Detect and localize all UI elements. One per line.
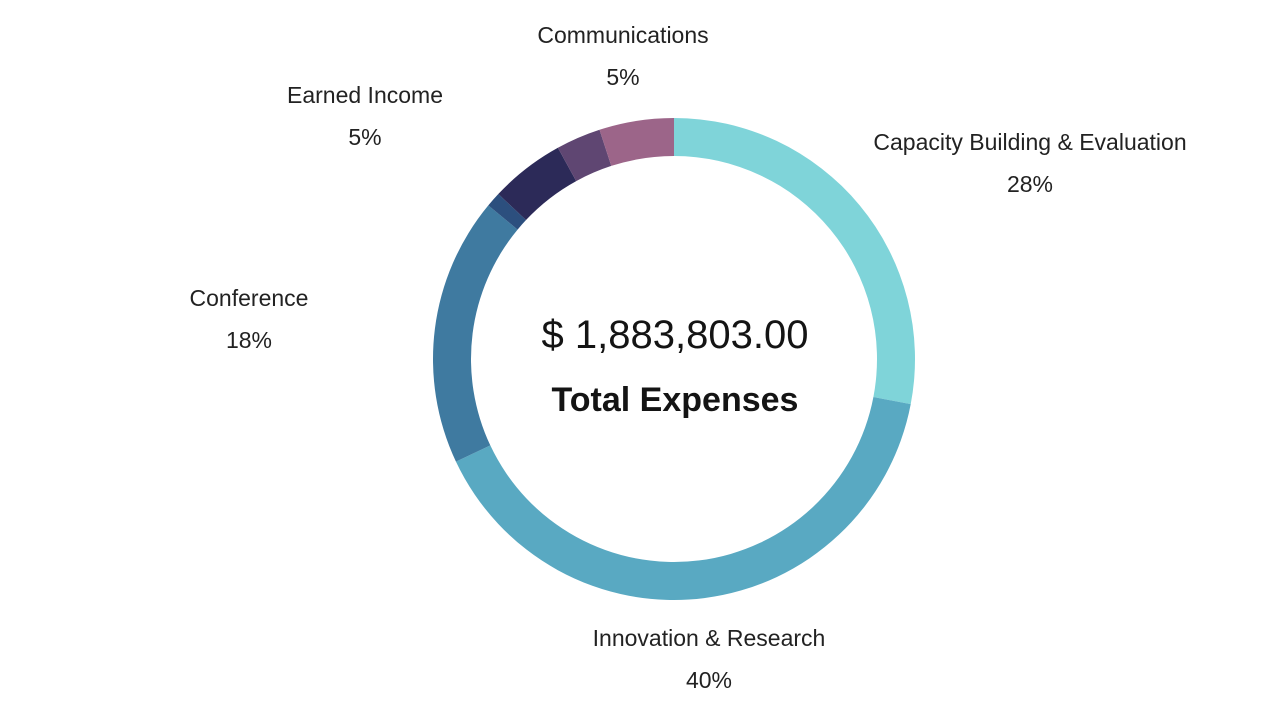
slice-label-conference: Conference (190, 285, 309, 311)
slice-innovation-research (455, 397, 911, 600)
slice-percent-earned-income: 5% (348, 124, 381, 150)
slice-unlabeled-3 (488, 194, 527, 230)
slice-unlabeled-5 (557, 129, 612, 182)
slice-percent-communications: 5% (606, 64, 639, 90)
slice-communications (599, 118, 674, 166)
slice-capacity-building-evaluation (674, 118, 915, 405)
slice-label-innovation-research: Innovation & Research (593, 625, 826, 651)
slice-label-communications: Communications (537, 22, 708, 48)
slice-label-earned-income: Earned Income (287, 82, 443, 108)
slice-conference (433, 205, 518, 462)
slice-percent-capacity-building-evaluation: 28% (1007, 171, 1053, 197)
total-caption: Total Expenses (552, 381, 799, 419)
slices-layer (433, 118, 915, 600)
labels-layer: Capacity Building & Evaluation 28% Innovat… (190, 22, 1187, 693)
total-amount: $ 1,883,803.00 (542, 313, 809, 357)
slice-label-capacity-building-evaluation: Capacity Building & Evaluation (873, 129, 1186, 155)
slice-percent-conference: 18% (226, 327, 272, 353)
slice-percent-innovation-research: 40% (686, 667, 732, 693)
slice-earned-income (498, 147, 577, 221)
